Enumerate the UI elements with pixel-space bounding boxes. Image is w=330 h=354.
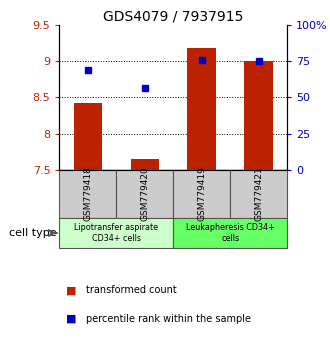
Bar — [173, 218, 287, 248]
Bar — [131, 159, 159, 170]
Text: GSM779419: GSM779419 — [197, 166, 206, 221]
Text: cell type: cell type — [9, 228, 56, 238]
Text: transformed count: transformed count — [86, 285, 177, 295]
Bar — [74, 103, 102, 170]
Text: Leukapheresis CD34+
cells: Leukapheresis CD34+ cells — [186, 223, 275, 243]
Text: GSM779421: GSM779421 — [254, 167, 263, 221]
Text: GSM779418: GSM779418 — [83, 166, 92, 221]
Text: percentile rank within the sample: percentile rank within the sample — [86, 314, 251, 324]
Bar — [59, 170, 116, 218]
Bar — [59, 218, 173, 248]
Bar — [230, 170, 287, 218]
Text: ■: ■ — [66, 314, 77, 324]
Text: GSM779420: GSM779420 — [140, 167, 149, 221]
Bar — [187, 48, 216, 170]
Bar — [116, 170, 173, 218]
Text: ■: ■ — [66, 285, 77, 295]
Bar — [245, 61, 273, 170]
Bar — [173, 170, 230, 218]
Title: GDS4079 / 7937915: GDS4079 / 7937915 — [103, 10, 244, 24]
Text: Lipotransfer aspirate
CD34+ cells: Lipotransfer aspirate CD34+ cells — [74, 223, 158, 243]
